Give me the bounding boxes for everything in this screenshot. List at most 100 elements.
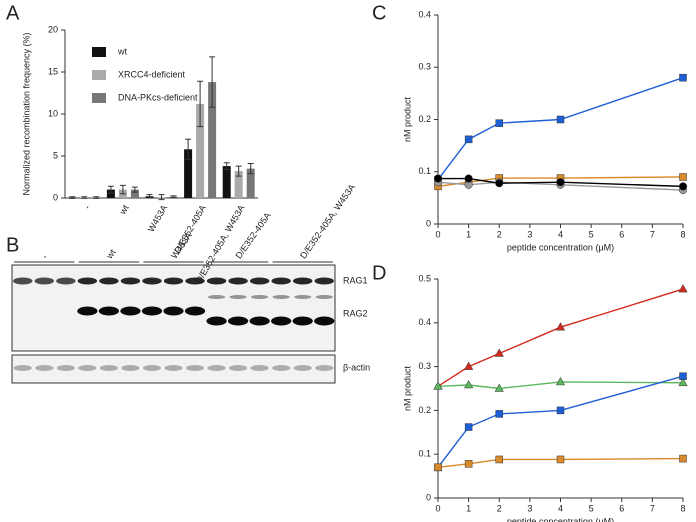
- y-tick-label: 0.1: [418, 449, 431, 459]
- y-tick-label: 15: [48, 66, 58, 76]
- error-bar: [235, 165, 242, 177]
- y-tick-label: 0.3: [418, 62, 431, 72]
- error-bar: [81, 196, 88, 199]
- x-tick-label: 7: [650, 229, 655, 239]
- blot-band: [13, 277, 33, 285]
- marker: [464, 174, 473, 183]
- panel-letter: C: [372, 2, 386, 24]
- x-tick-label: 8: [680, 503, 685, 513]
- blot-band: [99, 365, 118, 371]
- line: [437, 288, 684, 387]
- blot-band: [163, 277, 184, 285]
- x-tick-label: D/E352-405A: [172, 203, 208, 255]
- marker: [433, 381, 443, 390]
- blot-band: [315, 295, 333, 299]
- axis-line: [437, 279, 683, 499]
- legend-label: DNA-PKcs-deficient: [118, 92, 198, 102]
- blot-band: [56, 277, 76, 285]
- legend-label: wt: [117, 46, 127, 56]
- y-tick-label: 0.2: [418, 114, 431, 124]
- lane-label: wt: [104, 247, 118, 261]
- marker: [556, 406, 565, 415]
- blot-band: [35, 365, 54, 371]
- legend-swatch: [92, 70, 106, 80]
- error-bar: [146, 194, 153, 199]
- blot-band: [229, 295, 247, 299]
- blot-band: [294, 295, 312, 299]
- lane-label: -: [40, 252, 50, 260]
- blot-band: [207, 365, 226, 371]
- marker: [678, 284, 688, 293]
- line: [437, 77, 684, 181]
- marker: [495, 179, 504, 188]
- error-bar: [93, 196, 100, 199]
- x-tick-label: 2: [497, 503, 502, 513]
- error-bar: [185, 138, 192, 160]
- blot-band: [78, 365, 97, 371]
- blot-band: [142, 365, 162, 371]
- blot-band: [271, 316, 292, 326]
- x-tick-label: 3: [527, 503, 532, 513]
- blot-band: [184, 306, 206, 316]
- blot-band: [56, 365, 75, 371]
- bar: [196, 103, 205, 198]
- band-label: RAG2: [343, 308, 368, 318]
- marker: [556, 178, 565, 187]
- x-tick-label: 7: [650, 503, 655, 513]
- bar: [222, 166, 231, 198]
- blot-band: [293, 365, 312, 371]
- marker: [679, 173, 687, 181]
- blot-band: [13, 365, 32, 371]
- marker: [434, 463, 442, 472]
- y-tick-label: 0.5: [418, 273, 431, 283]
- marker: [463, 379, 474, 389]
- legend-swatch: [92, 47, 106, 57]
- panel-letter: A: [6, 2, 20, 24]
- x-tick-label: 2: [497, 229, 502, 239]
- blot-band: [228, 277, 248, 285]
- blot-band: [163, 306, 184, 316]
- blot-band: [164, 365, 183, 371]
- error-bar: [69, 196, 76, 199]
- x-tick-label: 0: [435, 229, 440, 239]
- blot-band: [77, 277, 98, 285]
- bar: [130, 189, 139, 198]
- blot-band: [185, 277, 205, 285]
- line: [437, 375, 684, 468]
- blot-band: [142, 277, 162, 285]
- legend-swatch: [92, 93, 106, 103]
- error-bar: [158, 194, 165, 201]
- marker: [495, 455, 503, 464]
- panel-letter: D: [372, 262, 386, 284]
- blot-band: [77, 306, 98, 316]
- marker: [555, 322, 566, 331]
- bar: [234, 171, 243, 198]
- blot-band: [250, 365, 269, 371]
- error-bar: [119, 184, 126, 195]
- x-tick-label: 0: [435, 503, 440, 513]
- blot-band: [34, 277, 54, 285]
- marker: [556, 115, 565, 124]
- error-bar: [247, 163, 254, 175]
- blot-band: [315, 365, 334, 371]
- x-tick-label: 6: [619, 229, 624, 239]
- x-tick-label: 5: [589, 229, 594, 239]
- marker: [495, 119, 503, 127]
- y-tick-label: 0.1: [418, 166, 431, 176]
- x-tick-label: 4: [558, 229, 563, 239]
- marker: [679, 73, 687, 82]
- y-tick-label: 0: [426, 218, 431, 228]
- x-tick-label: 3: [527, 229, 532, 239]
- x-tick-label: 1: [466, 229, 471, 239]
- marker: [464, 423, 473, 431]
- y-tick-label: 0.4: [418, 9, 431, 19]
- blot-band: [185, 365, 205, 371]
- panel-letter: B: [6, 234, 19, 256]
- y-tick-label: 0.3: [418, 361, 431, 371]
- y-tick-label: 0.4: [418, 317, 431, 327]
- marker: [678, 377, 688, 387]
- error-bar: [131, 186, 138, 193]
- blot-band: [98, 306, 120, 316]
- x-tick-label: 6: [619, 503, 624, 513]
- x-tick-label: W453A: [146, 203, 169, 234]
